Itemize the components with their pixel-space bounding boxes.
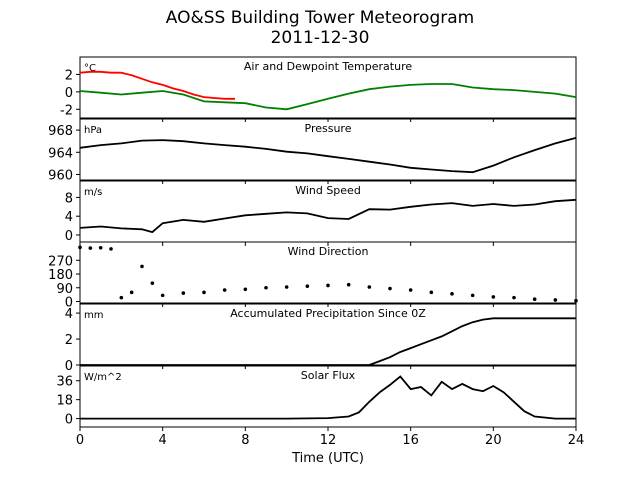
ytick-label-4-4: 4 <box>65 307 73 322</box>
panel-title-0: Air and Dewpoint Temperature <box>244 60 412 73</box>
point-3-0-22 <box>450 292 454 296</box>
ytick-label-2-4: 4 <box>65 210 73 225</box>
panel-title-2: Wind Speed <box>295 184 361 197</box>
ytick-label-0--2: -2 <box>60 103 73 118</box>
panel-title-5: Solar Flux <box>301 369 356 382</box>
ytick-label-2-8: 8 <box>65 191 73 206</box>
point-3-0-26 <box>532 297 537 301</box>
series-line-2-0 <box>79 198 577 234</box>
chart-subtitle: 2011-12-30 <box>270 28 370 48</box>
ytick-label-5-18: 18 <box>56 394 73 409</box>
ytick-label-0-2: 2 <box>65 68 73 83</box>
series-line-1-0 <box>79 137 577 174</box>
panel-title-3: Wind Direction <box>288 245 369 258</box>
point-3-0-7 <box>150 281 155 285</box>
point-3-0-8 <box>160 293 165 298</box>
point-3-0-5 <box>129 290 134 295</box>
point-3-0-12 <box>243 287 248 292</box>
point-3-0-21 <box>429 290 434 295</box>
panel-unit-2: m/s <box>84 187 102 198</box>
ytick-label-5-0: 0 <box>65 413 73 428</box>
point-3-0-17 <box>346 282 351 287</box>
ytick-label-3-90: 90 <box>56 282 73 297</box>
xtick-label-12: 12 <box>320 433 337 448</box>
point-3-0-20 <box>408 288 413 292</box>
ytick-label-2-0: 0 <box>65 229 73 244</box>
ytick-label-1-960: 960 <box>48 168 73 183</box>
series-line-4-0 <box>80 317 576 366</box>
ytick-label-0-0: 0 <box>65 86 73 101</box>
point-3-0-23 <box>470 293 475 298</box>
point-3-0-11 <box>222 288 227 292</box>
panel-unit-4: mm <box>84 310 103 321</box>
point-3-0-1 <box>88 246 93 250</box>
point-3-0-16 <box>326 283 330 288</box>
point-3-0-0 <box>78 245 82 250</box>
point-3-0-15 <box>305 284 310 289</box>
series-line-0-0 <box>79 70 235 100</box>
chart-title: AO&SS Building Tower Meteorogram <box>165 8 475 28</box>
xtick-label-8: 8 <box>241 433 249 448</box>
point-3-0-14 <box>284 285 289 289</box>
panel-unit-5: W/m^2 <box>84 372 122 383</box>
series-line-0-1 <box>79 83 577 111</box>
ytick-label-5-36: 36 <box>56 375 73 390</box>
point-3-0-27 <box>553 298 558 302</box>
panel-title-4: Accumulated Precipitation Since 0Z <box>230 307 426 320</box>
point-3-0-28 <box>574 298 578 303</box>
xtick-label-20: 20 <box>485 433 502 448</box>
point-3-0-13 <box>264 285 268 290</box>
ytick-label-4-2: 2 <box>65 333 73 348</box>
point-3-0-9 <box>181 291 186 295</box>
point-3-0-6 <box>140 264 144 269</box>
point-3-0-3 <box>109 247 113 251</box>
x-axis-label: Time (UTC) <box>291 451 364 466</box>
panel-unit-1: hPa <box>84 125 102 136</box>
point-3-0-19 <box>388 286 392 291</box>
point-3-0-24 <box>491 295 496 299</box>
series-line-5-0 <box>80 375 576 420</box>
panel-title-1: Pressure <box>305 122 352 135</box>
ytick-label-1-964: 964 <box>48 146 73 161</box>
panel-unit-0: °C <box>84 63 96 74</box>
xtick-label-16: 16 <box>402 433 419 448</box>
point-3-0-10 <box>202 290 206 295</box>
point-3-0-2 <box>98 245 103 250</box>
point-3-0-18 <box>367 285 372 289</box>
ytick-label-4-0: 0 <box>65 359 73 374</box>
ytick-label-3-180: 180 <box>48 268 73 283</box>
point-3-0-25 <box>512 295 516 300</box>
ytick-label-1-968: 968 <box>48 124 73 139</box>
xtick-label-24: 24 <box>568 433 585 448</box>
point-3-0-4 <box>119 295 124 300</box>
xtick-label-4: 4 <box>159 433 167 448</box>
ytick-label-3-270: 270 <box>48 254 73 269</box>
xtick-label-0: 0 <box>76 433 84 448</box>
ytick-label-3-0: 0 <box>65 295 73 310</box>
